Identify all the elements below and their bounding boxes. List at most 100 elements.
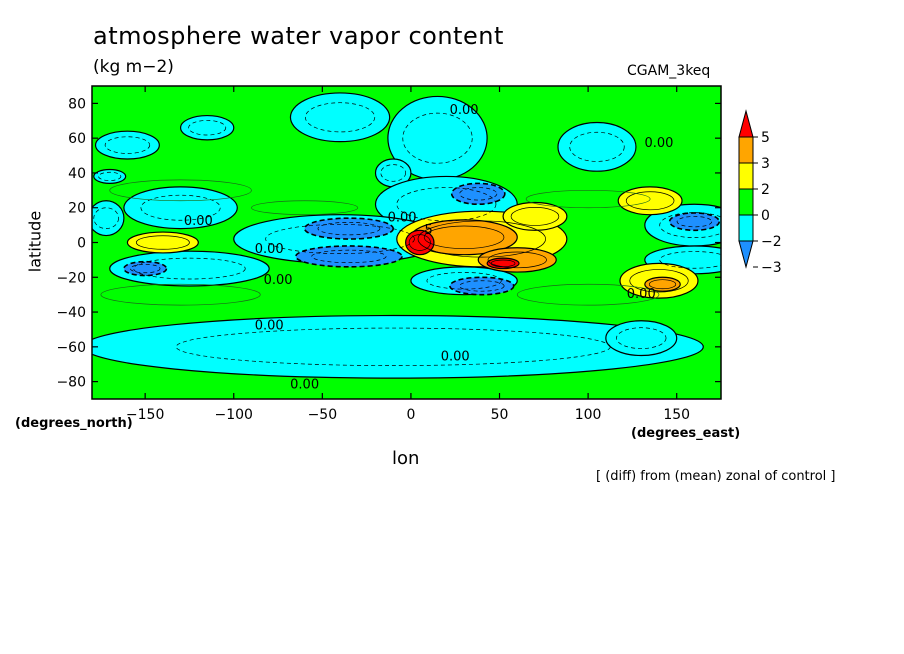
x-tick-label: −150 — [126, 407, 164, 423]
colorbar-segment — [738, 136, 754, 164]
contour-positive — [490, 259, 516, 268]
region-level-neg2 — [123, 186, 238, 230]
colorbar: 5 3 2 0 −2 −3 — [738, 109, 782, 276]
contour-negative — [265, 224, 415, 254]
contour-label: 0.00 — [255, 242, 284, 257]
region-level-neg2 — [93, 168, 127, 184]
region-level-2 — [126, 231, 199, 254]
region-level-neg2 — [92, 314, 704, 379]
colorbar-segment — [738, 214, 754, 242]
contour-positive — [135, 235, 190, 250]
x-tick-label: −100 — [215, 407, 253, 423]
region-level-2 — [617, 186, 683, 216]
contour-label: 0.00 — [184, 214, 213, 229]
colorbar-label: −2 — [761, 234, 782, 250]
contour-negative — [140, 194, 221, 221]
contour-negative — [133, 257, 246, 280]
region-level-neg3 — [668, 212, 721, 232]
colorbar-segment — [738, 162, 754, 190]
contour-negative — [676, 216, 713, 228]
y-tick-label: −40 — [56, 305, 86, 321]
contour-negative — [93, 207, 119, 229]
contour-negative — [104, 136, 151, 154]
contour-negative — [459, 187, 498, 201]
contour-positive — [408, 234, 431, 251]
contour-negative — [317, 221, 381, 236]
y-axis-units: (degrees_north) — [15, 416, 133, 431]
colorbar-label: 3 — [761, 156, 770, 172]
chart-title: atmosphere water vapor content — [93, 22, 504, 50]
y-tick-label: −60 — [56, 340, 86, 356]
y-tick-label: 40 — [68, 166, 86, 182]
contour-thin — [516, 283, 660, 306]
contour-thin — [100, 283, 261, 306]
contour-thin — [525, 189, 651, 209]
contour-negative — [569, 131, 625, 162]
region-level-neg3 — [449, 276, 515, 296]
contour-label: 0.00 — [255, 318, 284, 333]
colorbar-label: −3 — [761, 260, 782, 276]
chart-subtitle: (kg m−2) — [93, 57, 174, 77]
contour-positive — [417, 220, 546, 258]
contour-negative — [616, 327, 667, 349]
contour-positive — [648, 279, 677, 290]
colorbar-label: 2 — [761, 182, 770, 198]
contour-positive — [625, 191, 675, 211]
field-regions — [92, 92, 721, 379]
contour-positive — [629, 269, 689, 293]
contour-thin — [251, 200, 359, 216]
colorbar-label: 5 — [761, 130, 770, 146]
contour-negative — [659, 212, 721, 238]
contour-lines — [93, 102, 721, 366]
y-tick-label: 0 — [77, 236, 86, 252]
contour-negative — [304, 102, 376, 133]
y-tick-label: 20 — [68, 201, 86, 217]
contour-negative — [188, 120, 227, 136]
y-tick-label: 80 — [68, 96, 86, 112]
contour-label: 0.00 — [388, 211, 417, 226]
contour-label: 5 — [425, 223, 433, 238]
x-tick-label: 0 — [406, 407, 415, 423]
contour-negative — [129, 264, 161, 274]
contour-label: 0.00 — [441, 350, 470, 365]
x-axis: −150 −100 −50 0 50 100 150 — [126, 86, 690, 423]
contour-negative — [396, 187, 497, 222]
region-level-neg2 — [109, 250, 270, 287]
y-tick-label: −20 — [56, 270, 86, 286]
model-label: CGAM_3keq — [627, 63, 711, 79]
contour-label: 0.00 — [645, 136, 674, 151]
x-axis-units: (degrees_east) — [631, 426, 741, 441]
contour-negative — [659, 251, 721, 269]
chart-note: [ (diff) from (mean) zonal of control ] — [596, 469, 836, 484]
region-level-neg2 — [179, 114, 235, 141]
region-level-neg3 — [294, 245, 403, 268]
contour-label: 0.00 — [450, 103, 479, 118]
contour-negative — [380, 164, 406, 182]
y-tick-label: 60 — [68, 131, 86, 147]
colorbar-arrow-bottom — [738, 240, 754, 269]
region-level-neg2 — [94, 130, 160, 160]
x-tick-label: 100 — [575, 407, 602, 423]
region-level-neg2 — [605, 320, 678, 357]
contour-thin — [109, 179, 252, 202]
region-level-neg3 — [123, 260, 168, 277]
contour-label: 0.00 — [290, 378, 319, 393]
contour-label: 0.00 — [264, 273, 293, 288]
contour-negative — [98, 171, 122, 181]
contour-negative — [459, 280, 505, 292]
y-axis: −80 −60 −40 −20 0 20 40 60 80 — [56, 96, 721, 391]
contour-negative — [402, 112, 473, 164]
y-axis-label: latitude — [25, 210, 45, 273]
colorbar-arrow-top — [738, 109, 754, 138]
region-level-neg2 — [289, 92, 391, 143]
contour-negative — [426, 272, 502, 290]
x-tick-label: 50 — [491, 407, 509, 423]
colorbar-segment — [738, 188, 754, 216]
x-tick-label: 150 — [663, 407, 690, 423]
contour-label: 0.00 — [627, 287, 656, 302]
region-level-neg2 — [557, 121, 637, 172]
contour-negative — [175, 327, 611, 366]
contour-positive — [487, 251, 547, 269]
contour-labels: 0.00 0.00 0.00 0.00 0.00 0.00 0.00 0.00 0.00 0.00… — [184, 103, 674, 393]
